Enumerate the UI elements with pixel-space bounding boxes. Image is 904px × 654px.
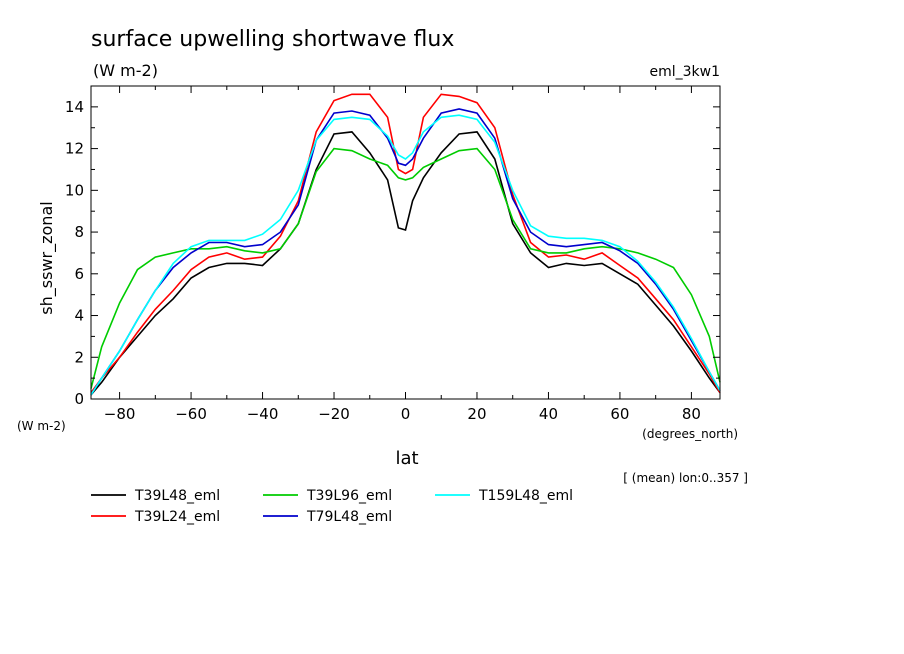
- series-lines: [90, 93, 721, 396]
- plot-frame: [90, 85, 721, 400]
- x-axis-units: (degrees_north): [642, 427, 738, 441]
- y-tick-label-4: 8: [74, 223, 84, 241]
- legend-label-3: T79L48_eml: [306, 509, 392, 525]
- x-tick-label-7: 60: [610, 405, 629, 423]
- y-axis-units: (W m-2): [17, 419, 66, 433]
- x-ticks: −80 −60 −40 −20 0 20 40 60 80: [104, 86, 701, 423]
- y-tick-label-3: 6: [74, 265, 84, 283]
- x-tick-label-8: 80: [682, 405, 701, 423]
- legend-label-2: T39L96_eml: [306, 488, 392, 504]
- plot-border: [90, 85, 721, 400]
- y-tick-label-1: 2: [74, 348, 84, 366]
- series-line-4: [90, 114, 721, 396]
- x-tick-label-4: 0: [401, 405, 411, 423]
- x-tick-label-3: −20: [318, 405, 350, 423]
- chart-units-label: (W m-2): [93, 61, 158, 80]
- series-line-0: [90, 131, 721, 396]
- y-ticks: 0 2 4 6 8 10 12 14: [65, 98, 720, 408]
- x-tick-label-1: −60: [175, 405, 207, 423]
- legend: T39L48_eml T39L24_eml T39L96_eml T79L48_eml…: [91, 488, 573, 525]
- legend-item-4: T159L48_eml: [435, 488, 573, 504]
- x-tick-label-5: 20: [467, 405, 486, 423]
- x-axis-label: lat: [395, 448, 418, 469]
- series-line-1: [90, 93, 721, 394]
- legend-label-0: T39L48_eml: [134, 488, 220, 504]
- plot-area: −80 −60 −40 −20 0 20 40 60 80 0 2 4 6 8 10 12 14: [65, 85, 721, 423]
- y-axis-label: sh_sswr_zonal: [37, 201, 57, 314]
- x-tick-label-6: 40: [539, 405, 558, 423]
- x-tick-label-2: −40: [247, 405, 279, 423]
- y-tick-label-0: 0: [74, 390, 84, 408]
- legend-label-1: T39L24_eml: [134, 509, 220, 525]
- dataset-label: eml_3kw1: [649, 64, 720, 80]
- legend-item-3: T79L48_eml: [263, 509, 392, 525]
- y-tick-label-5: 10: [65, 181, 84, 199]
- y-tick-label-2: 4: [74, 307, 84, 325]
- y-tick-label-7: 14: [65, 98, 84, 116]
- chart-title: surface upwelling shortwave flux: [91, 27, 454, 52]
- legend-item-2: T39L96_eml: [263, 488, 392, 504]
- legend-label-4: T159L48_eml: [478, 488, 573, 504]
- y-tick-label-6: 12: [65, 140, 84, 158]
- legend-item-0: T39L48_eml: [91, 488, 220, 504]
- series-line-3: [90, 108, 721, 396]
- x-tick-label-0: −80: [104, 405, 136, 423]
- averaging-note: [ (mean) lon:0..357 ]: [623, 471, 748, 485]
- legend-item-1: T39L24_eml: [91, 509, 220, 525]
